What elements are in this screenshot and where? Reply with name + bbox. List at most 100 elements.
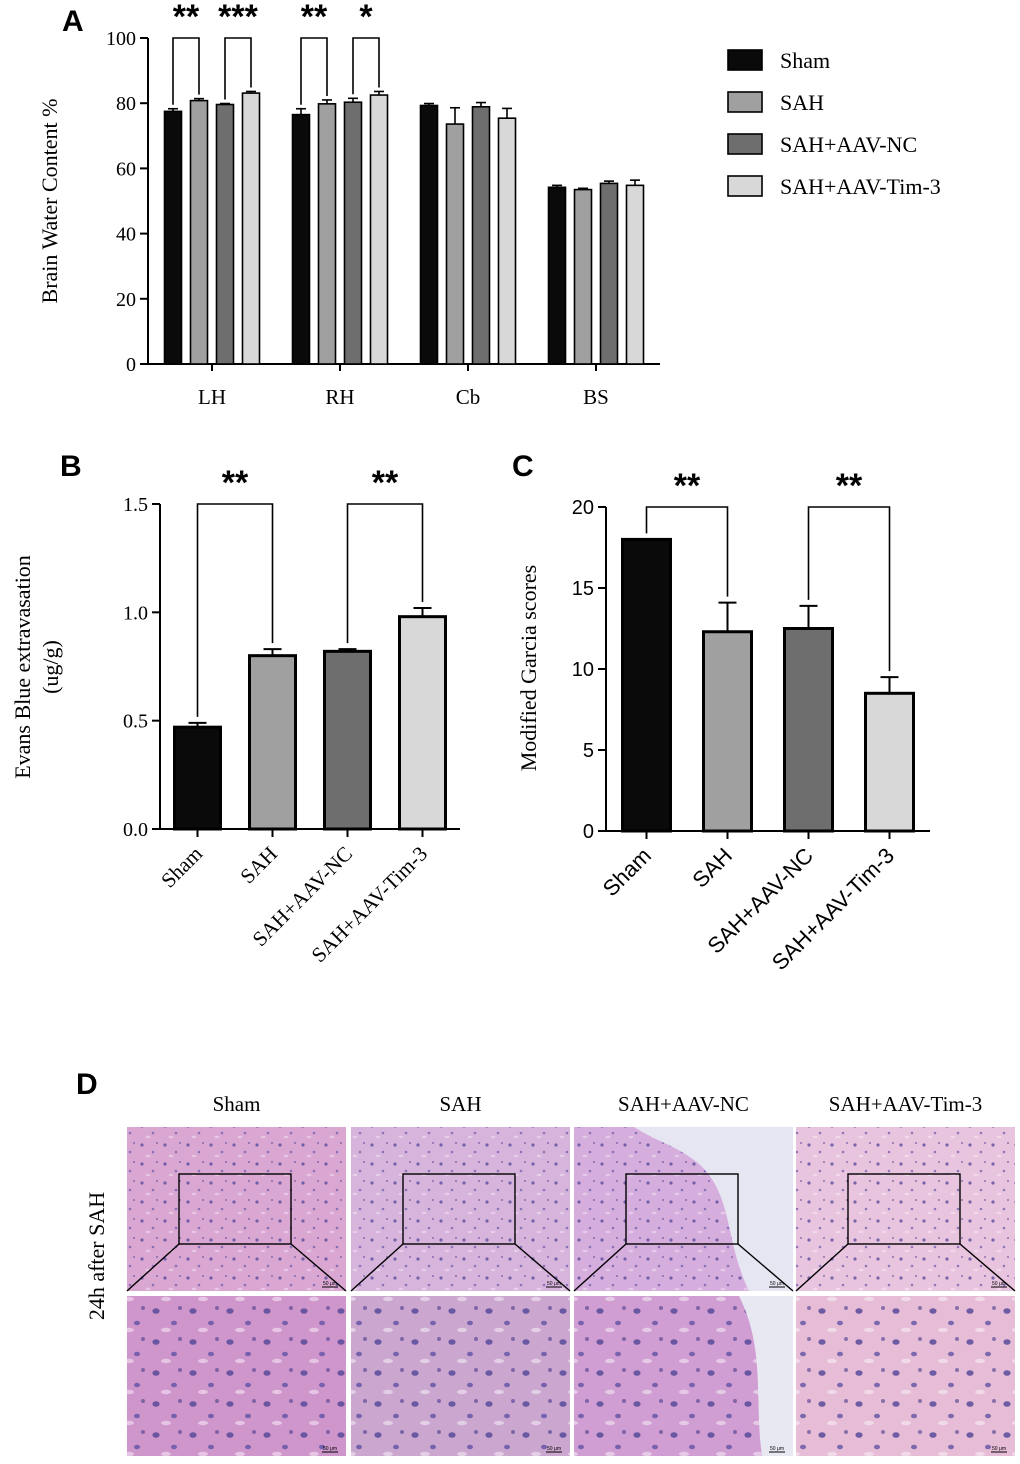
chart-a-brain-water-content: Brain Water Content % 0 20 40 60 80 100 LH RH Cb B…: [37, 0, 941, 409]
significance-label: **: [674, 467, 701, 505]
y-tick-label: 1.0: [123, 602, 148, 624]
significance-bracket: [224, 37, 252, 100]
y-tick-label: 5: [583, 740, 594, 762]
y-tick-label: 100: [106, 28, 136, 50]
zoom-region: [625, 1173, 739, 1245]
legend-label: SAH+AAV-NC: [780, 132, 917, 157]
significance-bracket: [300, 37, 328, 105]
panel-label-a: A: [62, 5, 84, 38]
y-tick-label: 0: [126, 354, 136, 376]
x-tick-label: LH: [198, 385, 226, 409]
legend-swatch: [727, 91, 763, 113]
scale-bar-label: 50 μm: [323, 1446, 337, 1452]
zoom-connector: [290, 1243, 347, 1292]
significance-label: **: [836, 467, 863, 505]
bar-sham: [547, 186, 567, 365]
significance-bracket: [352, 37, 380, 95]
panel-label-c: C: [512, 450, 534, 483]
legend-label: SAH: [780, 90, 824, 115]
y-tick-label: 60: [116, 158, 136, 180]
y-tick-label: 0.5: [123, 711, 148, 733]
zoom-connector: [737, 1243, 794, 1292]
zoom-region: [402, 1173, 516, 1245]
zoom-region: [178, 1173, 292, 1245]
bar-sah: [702, 630, 753, 833]
zoom-region: [847, 1173, 961, 1245]
significance-bracket: [346, 503, 424, 644]
y-tick-label: 40: [116, 224, 136, 246]
bar-sah-aav-nc: [783, 627, 834, 833]
y-tick-label: 80: [116, 93, 136, 115]
bar-sah-aav-nc: [215, 103, 235, 365]
x-tick-label: BS: [583, 385, 609, 409]
scale-bar-label: 50 μm: [770, 1281, 784, 1287]
significance-label: **: [372, 464, 399, 502]
significance-bracket: [172, 37, 200, 105]
zoom-connector: [959, 1243, 1016, 1292]
histology-row-label: 24h after SAH: [84, 1192, 109, 1320]
scale-bar-label: 50 μm: [323, 1281, 337, 1287]
histology-panel: 24h after SAH Sham 50 μm 50 μm SAH 50 μm 50 μ…: [84, 1092, 1016, 1456]
histology-column-label: SAH+AAV-NC: [618, 1092, 749, 1116]
tissue-texture: [796, 1127, 1015, 1291]
significance-bracket: [807, 506, 891, 672]
scale-bar-label: 50 μm: [547, 1446, 561, 1452]
bar-sham: [621, 537, 672, 833]
y-tick-label: 20: [572, 497, 594, 519]
tissue-zoom-edge-space: [739, 1296, 793, 1456]
bar-sah: [248, 654, 297, 831]
bar-sah-aav-tim-3: [625, 184, 645, 365]
y-tick-label: 10: [572, 659, 594, 681]
bar-sah-aav-tim-3: [497, 117, 517, 365]
panel-label-b: B: [60, 450, 82, 483]
y-tick-label: 1.5: [123, 494, 148, 516]
y-axis-label: Modified Garcia scores: [516, 565, 541, 771]
y-axis-label: Evans Blue extravasation: [10, 555, 35, 779]
zoom-connector: [514, 1243, 571, 1292]
y-tick-label: 0: [583, 821, 594, 843]
bar-sham: [173, 725, 222, 831]
bar-sah-aav-tim-3: [369, 94, 389, 365]
bar-sah: [189, 99, 209, 365]
bar-sah-aav-nc: [343, 101, 363, 365]
scale-bar-label: 50 μm: [992, 1446, 1006, 1452]
legend-label: SAH+AAV-Tim-3: [780, 174, 941, 199]
x-tick-label: SAH: [687, 843, 737, 893]
x-tick-label: Sham: [156, 842, 207, 893]
bar-sah-aav-nc: [471, 105, 491, 365]
scale-bar-label: 50 μm: [992, 1281, 1006, 1287]
zoom-connector: [126, 1243, 180, 1292]
y-axis-label: Brain Water Content %: [37, 99, 62, 304]
tissue-edge-space: [634, 1127, 793, 1291]
scale-bar-label: 50 μm: [770, 1446, 784, 1452]
x-tick-label: RH: [325, 385, 354, 409]
zoom-connector: [350, 1243, 404, 1292]
bar-sah: [445, 123, 465, 365]
x-tick-label: Sham: [598, 843, 656, 901]
x-tick-label: Cb: [456, 385, 481, 409]
bar-sham: [291, 113, 311, 365]
bar-sah-aav-tim-3: [864, 691, 915, 833]
bar-sah-aav-nc: [323, 649, 372, 831]
x-tick-label: SAH: [235, 842, 282, 889]
y-tick-label: 0.0: [123, 819, 148, 841]
y-axis-label-unit: (ug/g): [38, 640, 63, 694]
tissue-zoom-texture: [796, 1296, 1015, 1456]
significance-label: **: [301, 0, 328, 36]
bar-sah-aav-tim-3: [241, 92, 261, 365]
panel-label-d: D: [76, 1068, 98, 1101]
bar-sham: [163, 110, 183, 365]
tissue-zoom-texture: [351, 1296, 570, 1456]
y-tick-label: 20: [116, 289, 136, 311]
tissue-texture: [127, 1127, 346, 1291]
bar-sah: [573, 188, 593, 365]
histology-column-label: SAH: [439, 1092, 481, 1116]
tissue-texture: [351, 1127, 570, 1291]
legend-swatch: [727, 175, 763, 197]
scale-bar-label: 50 μm: [547, 1281, 561, 1287]
legend-label: Sham: [780, 48, 830, 73]
legend-swatch: [727, 133, 763, 155]
zoom-connector: [573, 1243, 627, 1292]
